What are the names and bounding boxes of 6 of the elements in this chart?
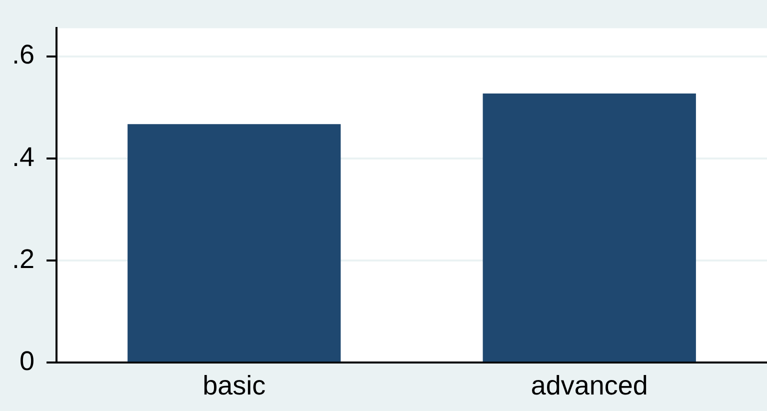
y-tick-label: 0 — [19, 346, 35, 376]
y-tick-label: .4 — [12, 142, 35, 172]
x-tick-label: advanced — [530, 370, 648, 400]
x-tick-label: basic — [202, 370, 266, 400]
y-tick-label: .6 — [12, 40, 35, 70]
y-tick-label: .2 — [12, 244, 35, 274]
